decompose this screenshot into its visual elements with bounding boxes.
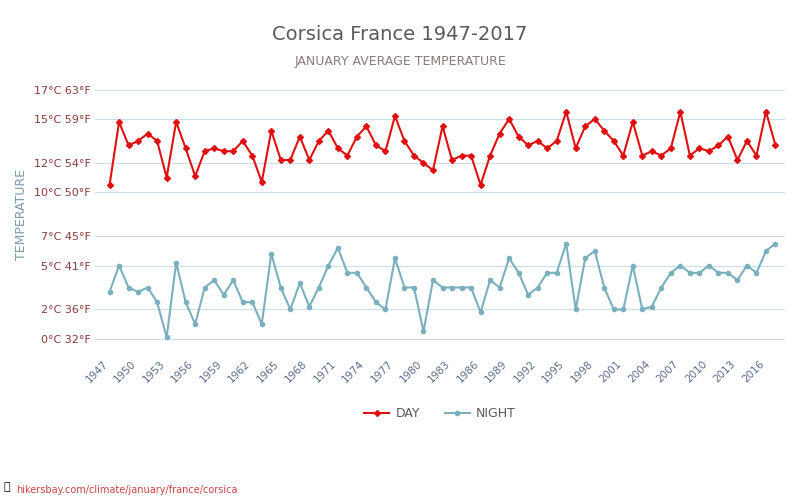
Legend: DAY, NIGHT: DAY, NIGHT <box>359 402 521 425</box>
DAY <box>295 134 305 140</box>
NIGHT <box>723 270 733 276</box>
Text: 📍: 📍 <box>4 482 10 492</box>
NIGHT <box>514 270 523 276</box>
NIGHT <box>770 240 780 246</box>
Line: DAY: DAY <box>107 110 778 187</box>
DAY <box>770 142 780 148</box>
NIGHT <box>162 334 171 340</box>
DAY <box>618 152 628 158</box>
NIGHT <box>105 289 114 295</box>
Text: Corsica France 1947-2017: Corsica France 1947-2017 <box>272 25 528 44</box>
Text: hikersbay.com/climate/january/france/corsica: hikersbay.com/climate/january/france/cor… <box>16 485 238 495</box>
Y-axis label: TEMPERATURE: TEMPERATURE <box>15 168 28 260</box>
Line: NIGHT: NIGHT <box>107 242 778 340</box>
NIGHT <box>210 277 219 283</box>
NIGHT <box>124 284 134 290</box>
DAY <box>562 108 571 114</box>
NIGHT <box>438 284 447 290</box>
DAY <box>428 168 438 173</box>
NIGHT <box>752 270 762 276</box>
DAY <box>124 142 134 148</box>
NIGHT <box>562 240 571 246</box>
Text: JANUARY AVERAGE TEMPERATURE: JANUARY AVERAGE TEMPERATURE <box>294 55 506 68</box>
DAY <box>504 116 514 122</box>
DAY <box>742 138 752 144</box>
DAY <box>105 182 114 188</box>
